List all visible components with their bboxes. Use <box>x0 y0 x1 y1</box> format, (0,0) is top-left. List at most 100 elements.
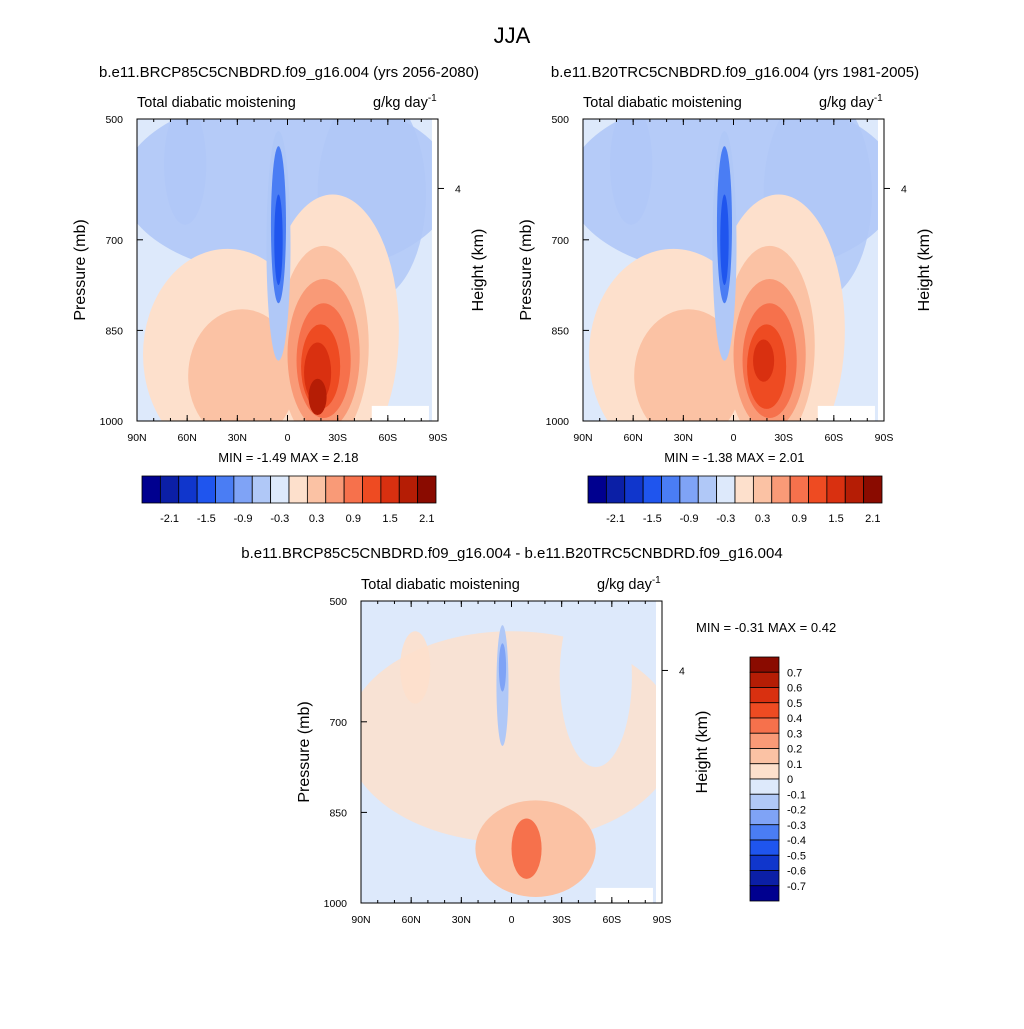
colorbar-swatch <box>233 475 253 504</box>
colorbar: -2.1 -1.5 -0.9 -0.3 0.3 0.9 1.5 2.1 <box>587 475 883 525</box>
y-tick-label: 700 <box>551 235 569 247</box>
y2-tick-label: 4 <box>455 183 461 195</box>
y-tick-label: 1000 <box>324 898 348 910</box>
colorbar-swatch <box>771 475 791 504</box>
colorbar-label: 0.6 <box>787 683 802 695</box>
y-tick-label: 700 <box>105 235 123 247</box>
x-tick-label: 90S <box>429 432 448 444</box>
colorbar-swatch <box>661 475 681 504</box>
x-tick-label: 30N <box>228 432 247 444</box>
field-contour <box>634 309 743 421</box>
colorbar-label: -0.1 <box>787 789 806 801</box>
colorbar-swatch <box>749 687 780 704</box>
colorbar-label: -0.9 <box>234 513 253 525</box>
colorbar-label: -2.1 <box>160 513 179 525</box>
chart-panel-difference: b.e11.BRCP85C5CNBDRD.f09_g16.004 - b.e11… <box>241 545 836 926</box>
colorbar: -2.1 -1.5 -0.9 -0.3 0.3 0.9 1.5 2.1 <box>141 475 437 525</box>
units-superscript: -1 <box>652 575 661 586</box>
colorbar-label: 0.1 <box>787 759 802 771</box>
missing-data-patch <box>371 405 429 421</box>
colorbar-swatch <box>863 475 883 504</box>
colorbar-swatch <box>288 475 308 504</box>
y-axis-label: Pressure (mb) <box>296 701 313 802</box>
colorbar-swatch <box>749 885 780 902</box>
colorbar-swatch <box>752 475 773 504</box>
colorbar: 0.7 0.6 0.5 0.4 0.3 0.2 0.1 0 -0.1 -0.2 -0.3 -0.4 -0… <box>749 656 806 902</box>
x-tick-label: 30N <box>674 432 693 444</box>
x-tick-label: 0 <box>285 432 291 444</box>
y-tick-label: 850 <box>105 325 123 337</box>
contour-field <box>137 119 438 421</box>
y-tick-label: 1000 <box>100 416 124 428</box>
colorbar-label: -0.5 <box>787 850 806 862</box>
x-tick-label: 60S <box>378 432 397 444</box>
min-max-stats: MIN = -0.31 MAX = 0.42 <box>696 620 836 635</box>
units-label: g/kg day-1 <box>819 93 883 111</box>
x-tick-label: 0 <box>509 914 515 926</box>
field-contour <box>164 119 207 225</box>
colorbar-swatch <box>749 748 780 765</box>
colorbar-swatch <box>749 763 780 780</box>
colorbar-swatch <box>196 475 216 504</box>
colorbar-swatch <box>826 475 846 504</box>
colorbar-label: 1.5 <box>828 513 843 525</box>
colorbar-swatch <box>141 475 161 504</box>
colorbar-swatch <box>749 824 780 841</box>
y-tick-label: 850 <box>551 325 569 337</box>
x-tick-label: 30S <box>552 914 571 926</box>
colorbar-label: 2.1 <box>865 513 880 525</box>
page-title: JJA <box>494 23 531 48</box>
x-tick-label: 30S <box>774 432 793 444</box>
colorbar-swatch <box>749 854 780 871</box>
colorbar-label: 0.3 <box>755 513 770 525</box>
colorbar-label: -1.5 <box>197 513 216 525</box>
colorbar-swatch <box>716 475 736 504</box>
colorbar-swatch <box>749 656 780 673</box>
colorbar-swatch <box>587 475 607 504</box>
colorbar-label: 1.5 <box>382 513 397 525</box>
x-tick-label: 60N <box>178 432 197 444</box>
colorbar-label: 0.9 <box>792 513 807 525</box>
y-tick-label: 850 <box>329 807 347 819</box>
colorbar-label: -0.9 <box>680 513 699 525</box>
colorbar-swatch <box>306 475 327 504</box>
colorbar-label: -0.3 <box>787 820 806 832</box>
colorbar-label: -0.4 <box>787 835 806 847</box>
y-axis-label: Pressure (mb) <box>518 219 535 320</box>
field-contour <box>498 643 507 692</box>
colorbar-swatch <box>749 717 780 734</box>
y-tick-label: 500 <box>551 114 569 126</box>
x-tick-label: 30N <box>452 914 471 926</box>
y-axis-label: Pressure (mb) <box>72 219 89 320</box>
x-tick-label: 90N <box>573 432 592 444</box>
panel-title: b.e11.BRCP85C5CNBDRD.f09_g16.004 (yrs 20… <box>99 64 479 81</box>
colorbar-label: -0.3 <box>270 513 289 525</box>
colorbar-label: 0.3 <box>309 513 324 525</box>
x-tick-label: 90S <box>653 914 672 926</box>
x-tick-label: 90S <box>875 432 894 444</box>
y-tick-label: 700 <box>329 717 347 729</box>
colorbar-swatch <box>749 778 780 795</box>
colorbar-swatch <box>749 839 780 856</box>
panel-title: b.e11.B20TRC5CNBDRD.f09_g16.004 (yrs 198… <box>551 64 919 81</box>
colorbar-swatch <box>417 475 437 504</box>
x-tick-label: 90N <box>127 432 146 444</box>
colorbar-label: 0.7 <box>787 667 802 679</box>
colorbar-swatch <box>749 809 780 826</box>
field-contour <box>511 818 542 879</box>
colorbar-swatch <box>749 870 780 887</box>
colorbar-swatch <box>380 475 400 504</box>
colorbar-swatch <box>325 475 345 504</box>
colorbar-swatch <box>178 475 198 504</box>
colorbar-swatch <box>697 475 718 504</box>
colorbar-swatch <box>159 475 180 504</box>
field-contour <box>610 119 653 225</box>
field-contour <box>400 631 431 704</box>
y2-axis-label: Height (km) <box>694 711 711 794</box>
field-contour <box>308 378 327 415</box>
colorbar-swatch <box>343 475 363 504</box>
field-label: Total diabatic moistening <box>137 95 296 111</box>
units-superscript: -1 <box>874 93 883 104</box>
field-contour <box>753 339 775 382</box>
